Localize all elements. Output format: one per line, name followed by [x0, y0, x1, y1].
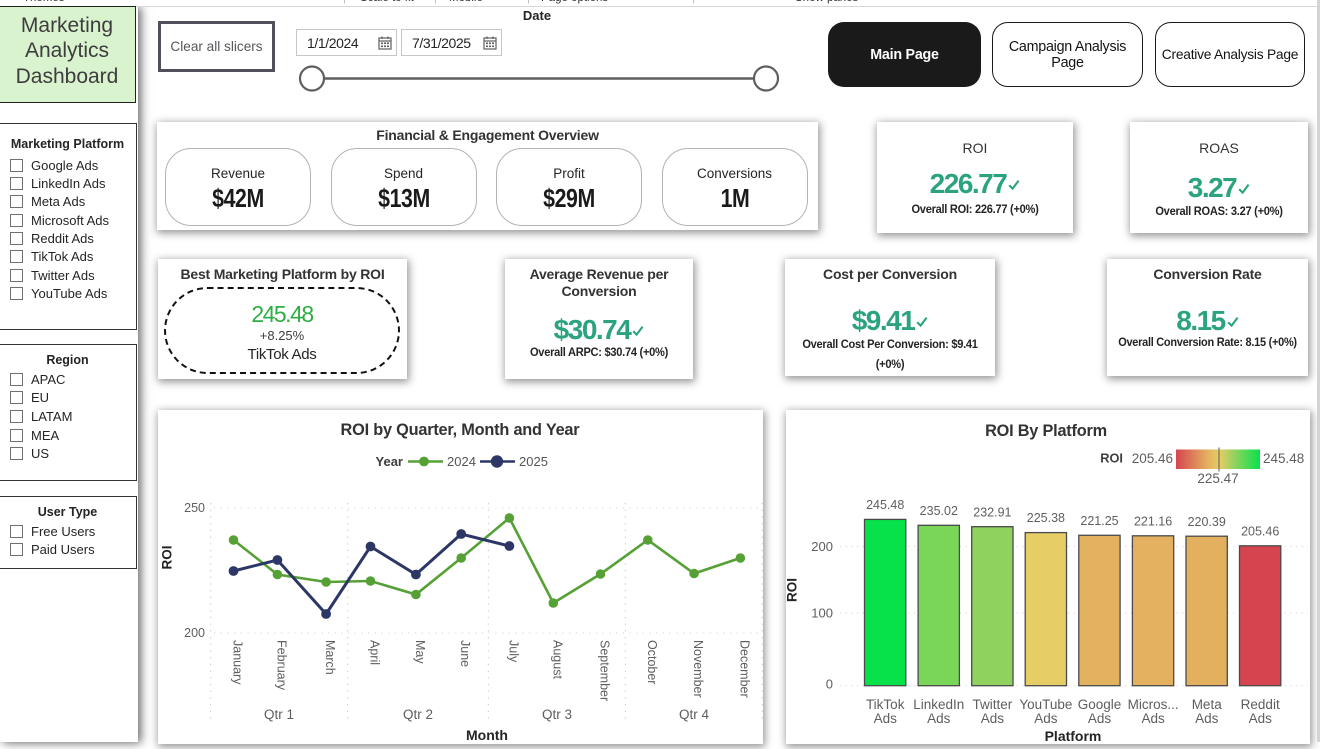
- svg-text:Qtr 3: Qtr 3: [542, 707, 572, 722]
- svg-text:Twitter: Twitter: [973, 697, 1013, 712]
- svg-text:Reddit: Reddit: [1241, 697, 1280, 712]
- svg-text:ROI: ROI: [1100, 451, 1123, 466]
- svg-text:2025: 2025: [519, 454, 548, 469]
- svg-text:Platform: Platform: [1045, 728, 1102, 744]
- svg-text:YouTube: YouTube: [1019, 697, 1072, 712]
- svg-text:100: 100: [811, 606, 833, 621]
- svg-text:205.46: 205.46: [1132, 451, 1173, 466]
- svg-text:220.39: 220.39: [1188, 515, 1226, 529]
- svg-text:ROI: ROI: [786, 578, 800, 602]
- svg-text:Year: Year: [376, 454, 403, 469]
- svg-text:November: November: [691, 640, 705, 698]
- svg-text:ROI: ROI: [160, 545, 175, 569]
- svg-text:Qtr 4: Qtr 4: [679, 707, 709, 722]
- svg-text:August: August: [550, 640, 564, 679]
- svg-text:September: September: [598, 640, 612, 701]
- svg-text:October: October: [645, 640, 659, 684]
- svg-text:Qtr 1: Qtr 1: [264, 707, 294, 722]
- svg-text:Ads: Ads: [1088, 711, 1112, 726]
- svg-text:225.47: 225.47: [1197, 471, 1238, 486]
- svg-text:232.91: 232.91: [973, 505, 1011, 519]
- svg-text:200: 200: [184, 626, 205, 640]
- svg-text:Meta: Meta: [1192, 697, 1223, 712]
- svg-text:200: 200: [811, 539, 833, 554]
- svg-text:March: March: [323, 640, 337, 675]
- svg-text:July: July: [506, 640, 520, 663]
- svg-text:February: February: [274, 640, 288, 691]
- svg-text:221.16: 221.16: [1134, 514, 1172, 528]
- svg-text:225.38: 225.38: [1027, 511, 1065, 525]
- svg-text:250: 250: [184, 501, 205, 515]
- svg-text:Micros...: Micros...: [1128, 697, 1179, 712]
- svg-text:2024: 2024: [447, 454, 476, 469]
- svg-text:245.48: 245.48: [866, 498, 904, 512]
- svg-text:TikTok: TikTok: [866, 697, 905, 712]
- svg-text:Ads: Ads: [1034, 711, 1058, 726]
- svg-text:Google: Google: [1078, 697, 1122, 712]
- svg-text:June: June: [458, 640, 472, 667]
- svg-text:Month: Month: [466, 727, 508, 743]
- svg-text:ROI By Platform: ROI By Platform: [985, 422, 1107, 440]
- svg-text:235.02: 235.02: [920, 504, 958, 518]
- svg-text:221.25: 221.25: [1080, 514, 1118, 528]
- svg-text:December: December: [737, 640, 751, 698]
- svg-text:245.48: 245.48: [1263, 451, 1304, 466]
- svg-text:Ads: Ads: [874, 711, 898, 726]
- svg-text:Ads: Ads: [1141, 711, 1165, 726]
- svg-text:January: January: [231, 640, 245, 685]
- svg-text:Ads: Ads: [927, 711, 951, 726]
- svg-text:Ads: Ads: [981, 711, 1005, 726]
- svg-text:Qtr 2: Qtr 2: [403, 707, 433, 722]
- svg-text:LinkedIn: LinkedIn: [913, 697, 964, 712]
- svg-text:Ads: Ads: [1195, 711, 1219, 726]
- svg-text:205.46: 205.46: [1241, 524, 1279, 538]
- svg-text:April: April: [368, 640, 382, 665]
- svg-text:May: May: [413, 640, 427, 664]
- svg-text:ROI by Quarter, Month and Year: ROI by Quarter, Month and Year: [341, 421, 581, 439]
- svg-text:0: 0: [826, 677, 833, 692]
- svg-text:Ads: Ads: [1249, 711, 1273, 726]
